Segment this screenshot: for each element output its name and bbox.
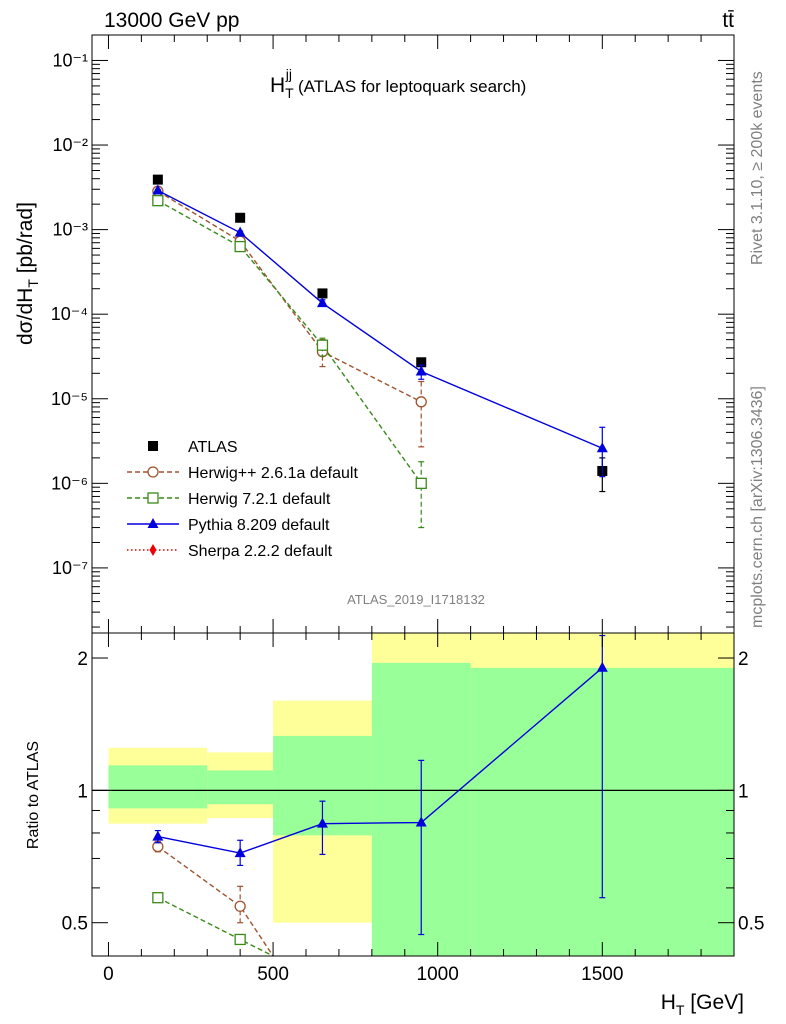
legend-marker-atlas <box>148 441 158 451</box>
main-point-pythia-8-209-default <box>234 226 246 237</box>
main-y-tick-label: 10⁻⁵ <box>51 389 88 409</box>
analysis-id: ATLAS_2019_I1718132 <box>347 592 485 607</box>
x-axis-label-sub: T <box>676 1002 685 1018</box>
plot-title-rest: (ATLAS for leptoquark search) <box>298 77 526 96</box>
legend-entry-herwig-7-2-1-default: Herwig 7.2.1 default <box>127 491 331 508</box>
ratio-bands <box>92 633 734 956</box>
x-axis-label-unit: [GeV] <box>684 991 744 1014</box>
main-y-tick-label: 10⁻¹ <box>52 50 88 70</box>
plot-title: HTjj (ATLAS for leptoquark search) <box>270 66 526 101</box>
ratio-point-pythia-8-209-default <box>234 847 246 858</box>
ratio-point-pythia-8-209-default <box>596 661 608 672</box>
ratio-point-pythia-8-209-default <box>316 817 328 828</box>
plot-title-sup: jj <box>285 66 292 82</box>
main-y-tick-label: 10⁻³ <box>52 220 88 240</box>
ratio-band-green <box>207 770 274 805</box>
x-tick-label: 1000 <box>417 964 459 985</box>
ratio-line-herwig-7-2-1-default <box>157 897 274 956</box>
main-y-tick-label: 10⁻⁷ <box>52 558 88 578</box>
main-point-pythia-8-209-default <box>596 442 608 453</box>
ratio-y-tick-label-right: 1 <box>738 781 749 802</box>
main-point-atlas <box>317 288 328 299</box>
main-panel-axes: 10⁻⁷ 10⁻⁶ 10⁻⁵ 10⁻⁴ 10⁻³ 10⁻² 10⁻¹ <box>51 34 735 634</box>
legend-entry-sherpa-2-2-2-default: Sherpa 2.2.2 default <box>127 543 333 560</box>
ratio-series-herwig-7-2-1-default <box>152 892 274 956</box>
x-tick-label: 500 <box>257 964 289 985</box>
main-point-pythia-8-209-default <box>152 184 164 195</box>
ratio-ylabel: Ratio to ATLAS <box>25 741 42 849</box>
legend: ATLAS Herwig++ 2.6.1a default Herwig 7.2.1… <box>127 439 358 560</box>
ratio-y-tick-label-left: 1 <box>77 781 88 802</box>
main-point-atlas <box>416 357 427 368</box>
ratio-y-tick-label-right: 0.5 <box>738 914 764 935</box>
legend-label-sherpa-2-2-2-default: Sherpa 2.2.2 default <box>188 543 333 560</box>
main-y-tick-label: 10⁻⁴ <box>51 304 88 324</box>
ratio-y-tick-label-left: 2 <box>77 649 88 670</box>
main-point-pythia-8-209-default <box>415 365 427 376</box>
svg-text:dσ/dHT [pb/rad]: dσ/dHT [pb/rad] <box>14 202 41 345</box>
legend-marker-herwig-2-6-1a-default <box>147 466 159 478</box>
mcplots-label: mcplots.cern.ch [arXiv:1306.3436] <box>749 386 766 628</box>
energy-label: 13000 GeV pp <box>104 9 239 32</box>
ratio-series-herwig-2-6-1a-default <box>152 840 274 956</box>
main-point-herwig-7-2-1-default <box>234 240 246 253</box>
legend-label-herwig-7-2-1-default: Herwig 7.2.1 default <box>188 491 331 508</box>
x-tick-label: 0 <box>103 964 114 985</box>
legend-marker-pythia-8-209-default <box>147 518 159 528</box>
ratio-point-herwig-7-2-1-default <box>152 892 164 904</box>
legend-entry-pythia-8-209-default: Pythia 8.209 default <box>127 517 330 534</box>
plot-title-sub: T <box>285 85 294 101</box>
legend-entry-herwig-2-6-1a-default: Herwig++ 2.6.1a default <box>127 465 358 482</box>
main-y-tick-label: 10⁻⁶ <box>51 473 88 493</box>
main-line-pythia-8-209-default <box>157 189 603 449</box>
ratio-band-green <box>108 765 208 809</box>
main-point-atlas <box>152 174 163 185</box>
main-y-tick-label: 10⁻² <box>52 135 88 155</box>
x-axis-label: HT [GeV] <box>661 991 744 1018</box>
legend-label-herwig-2-6-1a-default: Herwig++ 2.6.1a default <box>188 465 358 482</box>
ratio-line-herwig-2-6-1a-default <box>157 846 274 956</box>
process-label: tt̄ <box>722 9 734 32</box>
ratio-panel-axes: 0.5 0.5 1 1 2 2 0 500 1000 1500 <box>62 632 764 985</box>
ratio-y-tick-label-right: 2 <box>738 649 749 670</box>
ratio-point-herwig-2-6-1a-default <box>234 900 246 912</box>
x-tick-label: 1500 <box>581 964 623 985</box>
main-series-pythia-8-209-default <box>152 184 608 478</box>
main-ylabel-sub: T <box>25 279 41 288</box>
ratio-series <box>152 634 608 956</box>
main-line-herwig-2-6-1a-default <box>157 190 422 403</box>
main-ylabel-text: dσ/dH <box>14 288 37 345</box>
main-line-herwig-7-2-1-default <box>157 200 422 484</box>
main-point-herwig-7-2-1-default <box>316 339 329 351</box>
main-series-herwig-2-6-1a-default <box>152 185 427 448</box>
ratio-point-herwig-7-2-1-default <box>234 933 246 946</box>
plot-title-main: H <box>270 74 285 97</box>
main-ylabel: dσ/dHT [pb/rad] <box>14 202 41 345</box>
main-point-herwig-7-2-1-default <box>152 195 164 207</box>
legend-marker-sherpa-2-2-2-default <box>149 544 157 556</box>
main-point-atlas <box>235 212 246 223</box>
ratio-series-pythia-8-209-default <box>152 634 608 936</box>
main-point-pythia-8-209-default <box>316 297 328 308</box>
main-panel-series <box>152 174 608 529</box>
ratio-frame <box>91 632 735 957</box>
main-series-herwig-7-2-1-default <box>152 195 427 529</box>
legend-label-pythia-8-209-default: Pythia 8.209 default <box>188 517 330 534</box>
legend-label-atlas: ATLAS <box>188 439 238 456</box>
main-point-herwig-2-6-1a-default <box>415 396 427 408</box>
rivet-label: Rivet 3.1.10, ≥ 200k events <box>749 71 766 265</box>
legend-marker-herwig-7-2-1-default <box>147 492 159 504</box>
main-ylabel-unit: [pb/rad] <box>14 202 37 279</box>
legend-entry-atlas: ATLAS <box>148 439 238 456</box>
ratio-point-pythia-8-209-default <box>152 830 164 841</box>
ratio-point-pythia-8-209-default <box>415 816 427 827</box>
x-axis-label-h: H <box>661 991 676 1014</box>
main-point-herwig-7-2-1-default <box>415 477 427 489</box>
ratio-y-tick-label-left: 0.5 <box>62 914 88 935</box>
